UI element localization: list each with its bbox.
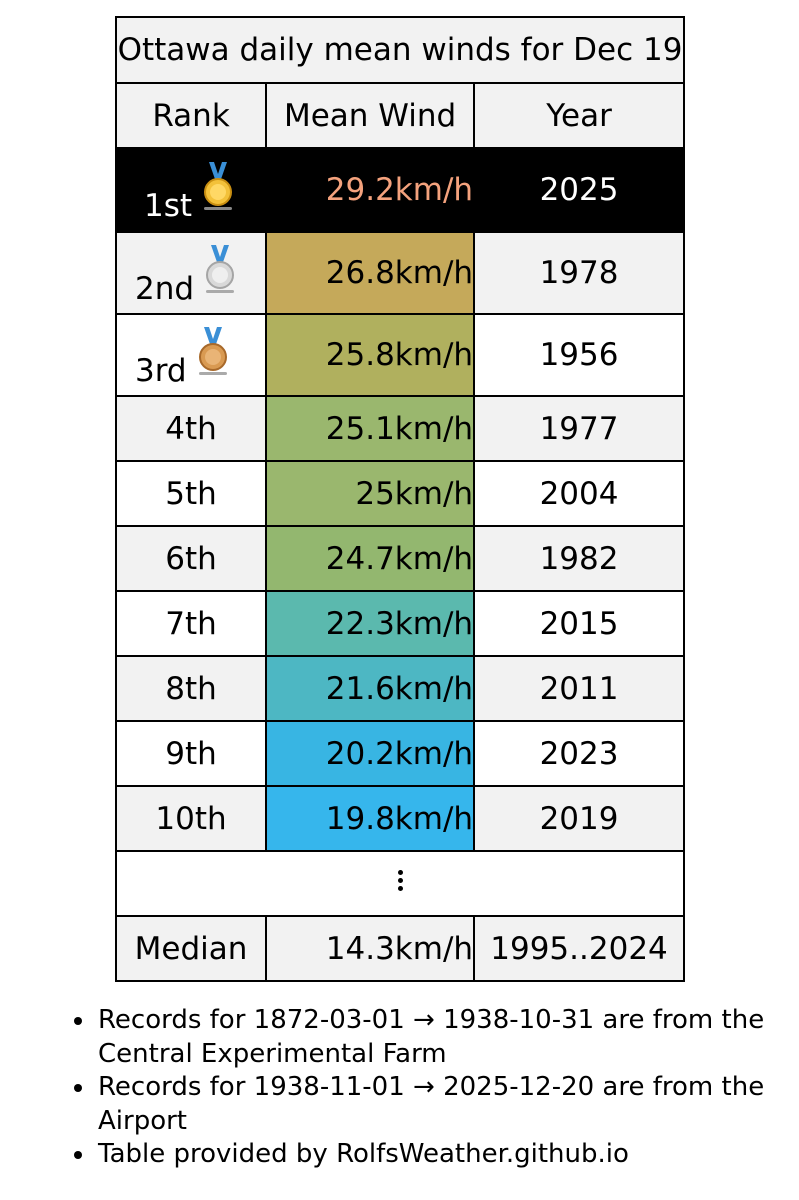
notes-list: Records for 1872-03-01 → 1938-10-31 are … (70, 1004, 796, 1172)
rank-label: 1st (144, 188, 193, 224)
median-years: 1995..2024 (473, 915, 685, 982)
header-row: Rank Mean Wind Year (114, 82, 685, 149)
mean-wind-cell: 25.8km/h (265, 313, 476, 397)
year-cell: 2023 (473, 720, 685, 787)
list-item: Table provided by RolfsWeather.github.io (96, 1138, 796, 1172)
mean-wind-cell: 21.6km/h (265, 655, 476, 722)
rank-cell: 3rd (114, 313, 268, 397)
table-row: 3rd 25.8km/h 1956 (114, 313, 685, 397)
mean-wind-cell: 26.8km/h (265, 231, 476, 315)
table-row: 2nd 26.8km/h 1978 (114, 231, 685, 315)
rank-cell: 4th (114, 395, 268, 462)
rank-line: 3rd (135, 327, 233, 389)
ellipsis-cell (115, 850, 685, 917)
year-cell: 2025 (473, 147, 685, 233)
gold-medal-icon (198, 160, 238, 212)
rank-line: 2nd (135, 245, 240, 307)
rank-cell: 7th (114, 590, 268, 657)
rank-cell: 1st (114, 147, 268, 233)
ellipsis-row (115, 850, 685, 917)
table-row: 4th 25.1km/h 1977 (114, 395, 685, 462)
mean-wind-cell: 19.8km/h (265, 785, 476, 852)
table-row: 6th 24.7km/h 1982 (114, 525, 685, 592)
rank-cell: 2nd (114, 231, 268, 315)
table-row: 10th 19.8km/h 2019 (114, 785, 685, 852)
rank-header: Rank (114, 82, 268, 149)
list-item: Records for 1938-11-01 → 2025-12-20 are … (96, 1071, 796, 1138)
rank-cell: 8th (114, 655, 268, 722)
median-wind: 14.3km/h (265, 915, 476, 982)
median-label: Median (114, 915, 268, 982)
year-cell: 1977 (473, 395, 685, 462)
vertical-ellipsis-icon (397, 867, 403, 894)
table-row: 9th 20.2km/h 2023 (114, 720, 685, 787)
silver-medal-icon (200, 243, 240, 295)
mean-wind-cell: 25.1km/h (265, 395, 476, 462)
rank-label: 3rd (135, 353, 187, 389)
table-row: 7th 22.3km/h 2015 (114, 590, 685, 657)
year-cell: 2015 (473, 590, 685, 657)
table-row: 5th 25km/h 2004 (114, 460, 685, 527)
rank-label: 2nd (135, 271, 195, 307)
list-item: Records for 1872-03-01 → 1938-10-31 are … (96, 1004, 796, 1071)
rank-line: 1st (144, 162, 238, 224)
mean-wind-cell: 25km/h (265, 460, 476, 527)
rank-cell: 6th (114, 525, 268, 592)
winds-table: Ottawa daily mean winds for Dec 19 Rank … (114, 16, 685, 982)
rank-cell: 9th (114, 720, 268, 787)
mean-wind-cell: 24.7km/h (265, 525, 476, 592)
year-cell: 1956 (473, 313, 685, 397)
year-cell: 2004 (473, 460, 685, 527)
table-row: 8th 21.6km/h 2011 (114, 655, 685, 722)
year-cell: 1982 (473, 525, 685, 592)
table-title: Ottawa daily mean winds for Dec 19 (115, 16, 685, 84)
table-row: 1st 29.2km/h 2025 (114, 147, 685, 233)
title-row: Ottawa daily mean winds for Dec 19 (115, 16, 685, 84)
mean-wind-cell: 20.2km/h (265, 720, 476, 787)
median-row: Median 14.3km/h 1995..2024 (114, 915, 685, 982)
rank-cell: 5th (114, 460, 268, 527)
mean-wind-cell: 22.3km/h (265, 590, 476, 657)
rank-cell: 10th (114, 785, 268, 852)
bronze-medal-icon (193, 325, 233, 377)
year-header: Year (473, 82, 685, 149)
year-cell: 2011 (473, 655, 685, 722)
mean-wind-header: Mean Wind (265, 82, 476, 149)
year-cell: 1978 (473, 231, 685, 315)
mean-wind-cell: 29.2km/h (265, 147, 476, 233)
year-cell: 2019 (473, 785, 685, 852)
